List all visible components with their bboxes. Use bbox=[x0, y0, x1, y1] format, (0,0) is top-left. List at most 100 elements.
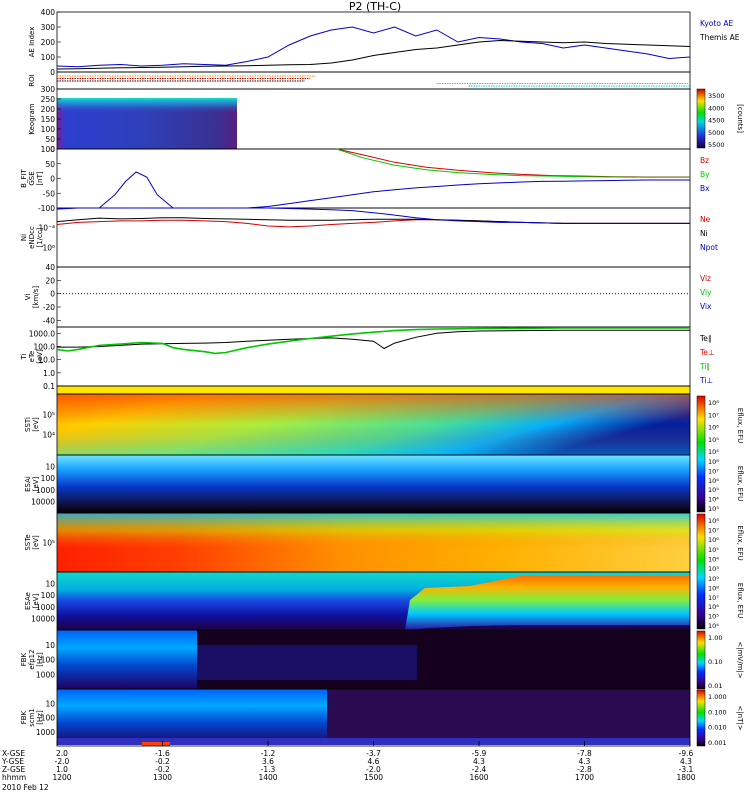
legend-ae-1: Themis AE bbox=[699, 33, 740, 42]
xtick-value-0-1: -2.0 bbox=[55, 757, 70, 766]
ytick-label-keogram-1: 50 bbox=[45, 135, 55, 144]
fbk-e-mid bbox=[197, 645, 417, 680]
series-bfit-1 bbox=[336, 148, 690, 178]
ylabel-velocity: Vi[km/s] bbox=[24, 286, 40, 309]
colorbar-tick-esa_i-3: 10⁵ bbox=[708, 486, 719, 494]
ylabel-bfit: B_FITGSE[nT] bbox=[20, 168, 44, 187]
xtick-value-6-1: 4.3 bbox=[680, 757, 692, 766]
colorbar-label-sst_i: Eflux, EFU bbox=[736, 408, 744, 443]
colorbar-tick-esa_e-3: 10⁶ bbox=[708, 603, 719, 611]
colorbar-tick-esa_i-2: 10⁶ bbox=[708, 477, 719, 485]
ytick-label-ae-3: 300 bbox=[41, 23, 56, 32]
colorbar-tick-keogram-3: 5000 bbox=[708, 129, 725, 137]
legend-temperature-2: Ti∥ bbox=[699, 362, 710, 371]
ytick-label-velocity-2: 0 bbox=[50, 290, 55, 299]
colorbar-tick-esa_e-1: 10⁸ bbox=[708, 584, 719, 592]
ytick-label-esa_i-2: 1000 bbox=[36, 486, 55, 495]
ytick-label-velocity-3: 20 bbox=[45, 276, 55, 285]
ytick-label-fbk_b-1: 100 bbox=[41, 714, 56, 723]
ylabel-temperature: TieTe[eV] bbox=[20, 349, 44, 364]
ytick-label-sst_i-1: 10⁴ bbox=[42, 431, 55, 440]
xtick-value-3-3: 1500 bbox=[364, 773, 383, 782]
sst-e-overlay bbox=[57, 513, 690, 572]
colorbar-tick-fbk_b-0: 1.000 bbox=[708, 693, 727, 701]
legend-temperature-0: Te∥ bbox=[699, 334, 712, 343]
xtick-value-4-2: -2.4 bbox=[472, 765, 487, 774]
legend-velocity-0: Viz bbox=[700, 274, 711, 283]
ytick-label-ae-0: 0 bbox=[50, 68, 55, 77]
xtick-value-3-1: 4.6 bbox=[368, 757, 380, 766]
colorbar-tick-esa_e-2: 10⁷ bbox=[708, 594, 719, 602]
ytick-label-sst_i-0: 10⁵ bbox=[42, 410, 55, 419]
ytick-label-fbk_b-0: 10 bbox=[45, 699, 55, 708]
ytick-label-density-0: 10⁻⁴ bbox=[38, 224, 55, 233]
panel-frame-strip bbox=[56, 385, 691, 395]
colorbar-tick-esa_i-1: 10⁷ bbox=[708, 467, 719, 475]
x-row-label-1: Y-GSE bbox=[1, 757, 24, 766]
colorbar-tick-fbk_e-2: 0.01 bbox=[708, 682, 722, 690]
colorbar-tick-keogram-1: 4000 bbox=[708, 104, 725, 112]
colorbar-tick-esa_e-0: 10⁹ bbox=[708, 575, 719, 583]
colorbar-label-keogram: [counts] bbox=[736, 104, 744, 133]
ytick-label-keogram-2: 100 bbox=[41, 125, 56, 134]
colorbar-tick-fbk_e-0: 1.00 bbox=[708, 634, 722, 642]
xtick-value-0-3: 1200 bbox=[52, 773, 71, 782]
ylabel-fbk_e: FBKefp12[Hz] bbox=[20, 649, 44, 669]
ylabel-sst_i: SSTi[eV] bbox=[24, 417, 40, 432]
colorbar-label-fbk_b: <|nT|> bbox=[736, 705, 744, 730]
ytick-label-bfit-2: 0 bbox=[50, 175, 55, 184]
xtick-value-4-0: -5.9 bbox=[472, 749, 487, 758]
colorbar-label-esa_i: Eflux, EFU bbox=[736, 466, 744, 501]
ytick-label-ae-1: 100 bbox=[41, 53, 56, 62]
legend-density-2: Npot bbox=[700, 243, 718, 252]
colorbar-tick-esa_i-4: 10⁴ bbox=[708, 496, 719, 504]
colorbar-label-esa_e: Eflux, EFU bbox=[736, 583, 744, 618]
xtick-value-5-3: 1700 bbox=[575, 773, 594, 782]
xtick-value-1-2: -0.2 bbox=[155, 765, 170, 774]
ytick-label-sst_e-0: 10⁵ bbox=[42, 539, 55, 548]
xtick-value-1-3: 1300 bbox=[153, 773, 172, 782]
ytick-label-esa_e-3: 10000 bbox=[31, 614, 55, 623]
xtick-value-2-2: -1.3 bbox=[261, 765, 276, 774]
ytick-label-fbk_e-1: 100 bbox=[41, 656, 56, 665]
legend-bfit-0: Bz bbox=[700, 156, 709, 165]
ytick-label-velocity-4: 40 bbox=[45, 263, 55, 272]
ytick-label-fbk_e-0: 10 bbox=[45, 641, 55, 650]
ytick-label-ae-2: 200 bbox=[41, 38, 56, 47]
ytick-label-esa_i-1: 100 bbox=[41, 474, 56, 483]
ytick-label-density-1: 10⁰ bbox=[42, 243, 55, 252]
ylabel-fbk_b: FBKscm1[Hz] bbox=[20, 708, 44, 727]
colorbar-tick-sst_e-5: 10³ bbox=[708, 565, 719, 573]
series-ae-1 bbox=[56, 39, 691, 70]
xtick-value-0-2: 1.0 bbox=[56, 765, 68, 774]
ytick-label-velocity-0: -40 bbox=[43, 316, 55, 325]
x-row-label-0: X-GSE bbox=[2, 749, 25, 758]
esa-e-hot-region bbox=[405, 576, 690, 630]
ytick-label-temperature-2: 10.0 bbox=[38, 356, 55, 365]
colorbar-tick-sst_i-0: 10⁸ bbox=[708, 399, 719, 407]
colorbar-tick-esa_e-4: 10⁵ bbox=[708, 613, 719, 621]
legend-temperature-3: Ti⊥ bbox=[699, 376, 713, 385]
ytick-label-fbk_b-2: 1000 bbox=[36, 728, 55, 737]
fbk-b-active bbox=[57, 689, 327, 745]
ytick-label-keogram-6: 300 bbox=[41, 85, 56, 94]
ytick-label-bfit-0: -100 bbox=[38, 204, 55, 213]
xtick-value-3-2: -2.0 bbox=[366, 765, 381, 774]
ytick-label-keogram-0: 0 bbox=[50, 145, 55, 154]
colorbar-tick-sst_i-1: 10⁷ bbox=[708, 411, 719, 419]
colorbar-tick-sst_i-3: 10⁵ bbox=[708, 436, 719, 444]
series-ae-0 bbox=[56, 26, 691, 68]
series-density-2 bbox=[56, 207, 690, 224]
series-temperature-2 bbox=[56, 327, 690, 355]
ylabel-ae: AE Index bbox=[28, 27, 36, 58]
ytick-label-esa_e-1: 100 bbox=[41, 591, 56, 600]
colorbar-tick-sst_e-3: 10⁵ bbox=[708, 546, 719, 554]
ytick-label-keogram-4: 200 bbox=[41, 105, 56, 114]
colorbar-tick-esa_e-5: 10⁴ bbox=[708, 622, 719, 630]
ytick-label-bfit-1: -50 bbox=[43, 189, 55, 198]
colorbar-tick-keogram-2: 4500 bbox=[708, 117, 725, 125]
xtick-value-4-3: 1600 bbox=[469, 773, 488, 782]
colorbar-tick-sst_e-2: 10⁶ bbox=[708, 536, 719, 544]
xtick-value-1-0: -1.6 bbox=[155, 749, 170, 758]
series-bfit-0 bbox=[336, 148, 690, 178]
